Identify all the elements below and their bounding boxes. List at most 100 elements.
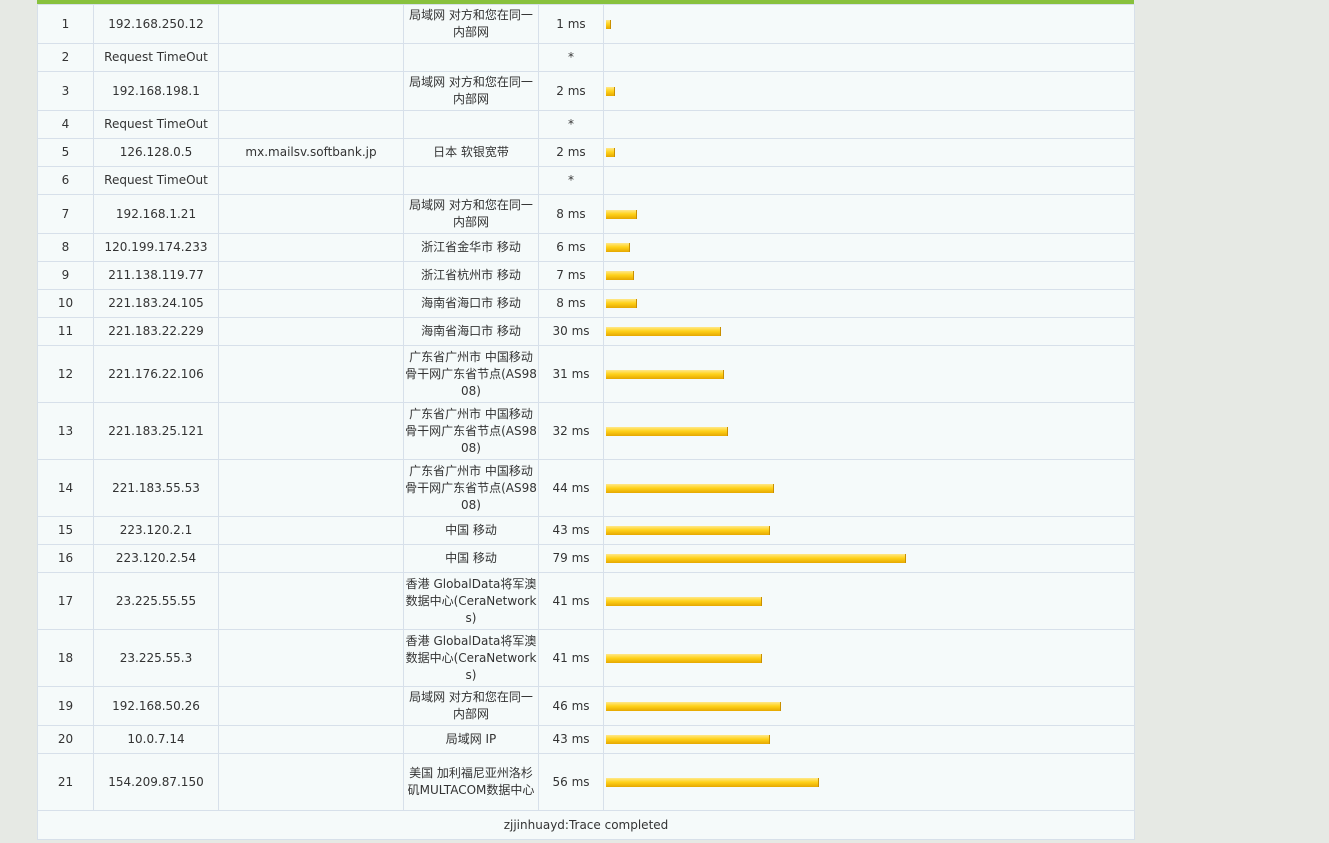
hop-location: 海南省海口市 移动 [403, 317, 539, 346]
latency-bar [606, 86, 615, 96]
hop-latency-bar-cell [603, 345, 1135, 403]
hop-time: 8 ms [538, 289, 604, 318]
hop-location: 浙江省杭州市 移动 [403, 261, 539, 290]
hop-ip: 223.120.2.1 [93, 516, 219, 545]
hop-location: 中国 移动 [403, 516, 539, 545]
trace-table: 1 192.168.250.12 局域网 对方和您在同一内部网 1 ms 2 Reques… [37, 4, 1135, 840]
hop-number: 1 [37, 4, 94, 44]
hop-location: 局域网 对方和您在同一内部网 [403, 71, 539, 111]
hop-number: 18 [37, 629, 94, 687]
hop-hostname [218, 71, 404, 111]
hop-hostname [218, 686, 404, 726]
hop-ip: 211.138.119.77 [93, 261, 219, 290]
hop-location: 广东省广州市 中国移动骨干网广东省节点(AS9808) [403, 345, 539, 403]
hop-latency-bar-cell [603, 261, 1135, 290]
latency-bar [606, 148, 615, 157]
hop-number: 6 [37, 166, 94, 195]
latency-bar [606, 526, 770, 535]
hop-latency-bar-cell [603, 138, 1135, 167]
hop-row: 13 221.183.25.121 广东省广州市 中国移动骨干网广东省节点(AS98… [37, 402, 1135, 460]
hop-row: 6 Request TimeOut * [37, 166, 1135, 195]
hop-latency-bar-cell [603, 402, 1135, 460]
hop-row: 12 221.176.22.106 广东省广州市 中国移动骨干网广东省节点(AS98… [37, 345, 1135, 403]
hop-time: 7 ms [538, 261, 604, 290]
latency-bar [606, 209, 637, 219]
hop-hostname [218, 402, 404, 460]
trace-footer-row: zjjinhuayd:Trace completed [37, 810, 1135, 840]
hop-ip: 23.225.55.55 [93, 572, 219, 630]
latency-bar [606, 327, 721, 336]
hop-row: 21 154.209.87.150 美国 加利福尼亚州洛杉矶MULTACOM数据中心… [37, 753, 1135, 811]
hop-ip: 221.183.55.53 [93, 459, 219, 517]
hop-ip: 221.176.22.106 [93, 345, 219, 403]
hop-number: 19 [37, 686, 94, 726]
latency-bar [606, 243, 630, 252]
hop-hostname: mx.mailsv.softbank.jp [218, 138, 404, 167]
hop-row: 3 192.168.198.1 局域网 对方和您在同一内部网 2 ms [37, 71, 1135, 111]
hop-location: 局域网 对方和您在同一内部网 [403, 4, 539, 44]
latency-bar [606, 554, 906, 563]
latency-bar [606, 653, 762, 663]
hop-hostname [218, 459, 404, 517]
hop-time: 31 ms [538, 345, 604, 403]
hop-number: 17 [37, 572, 94, 630]
hop-number: 16 [37, 544, 94, 573]
hop-hostname [218, 629, 404, 687]
hop-ip: 126.128.0.5 [93, 138, 219, 167]
hop-time: 2 ms [538, 71, 604, 111]
hop-row: 16 223.120.2.54 中国 移动 79 ms [37, 544, 1135, 573]
hop-time: 44 ms [538, 459, 604, 517]
hop-time: 6 ms [538, 233, 604, 262]
hop-latency-bar-cell [603, 71, 1135, 111]
hop-row: 10 221.183.24.105 海南省海口市 移动 8 ms [37, 289, 1135, 318]
hop-latency-bar-cell [603, 516, 1135, 545]
hop-ip: Request TimeOut [93, 110, 219, 139]
hop-ip: 10.0.7.14 [93, 725, 219, 754]
hop-hostname [218, 261, 404, 290]
hop-latency-bar-cell [603, 572, 1135, 630]
hop-row: 17 23.225.55.55 香港 GlobalData将军澳数据中心(CeraN… [37, 572, 1135, 630]
hop-hostname [218, 194, 404, 234]
hop-number: 9 [37, 261, 94, 290]
hop-row: 14 221.183.55.53 广东省广州市 中国移动骨干网广东省节点(AS980… [37, 459, 1135, 517]
hop-hostname [218, 233, 404, 262]
hop-row: 20 10.0.7.14 局域网 IP 43 ms [37, 725, 1135, 754]
hop-location: 浙江省金华市 移动 [403, 233, 539, 262]
hop-time: * [538, 166, 604, 195]
hop-latency-bar-cell [603, 166, 1135, 195]
latency-bar [606, 426, 728, 436]
hop-hostname [218, 725, 404, 754]
hop-time: 43 ms [538, 516, 604, 545]
hop-latency-bar-cell [603, 459, 1135, 517]
hop-ip: 221.183.25.121 [93, 402, 219, 460]
hop-hostname [218, 4, 404, 44]
hop-latency-bar-cell [603, 629, 1135, 687]
hop-number: 12 [37, 345, 94, 403]
hop-row: 11 221.183.22.229 海南省海口市 移动 30 ms [37, 317, 1135, 346]
latency-bar [606, 19, 611, 29]
latency-bar [606, 483, 774, 493]
hop-ip: 223.120.2.54 [93, 544, 219, 573]
hop-location: 中国 移动 [403, 544, 539, 573]
hop-location: 香港 GlobalData将军澳数据中心(CeraNetworks) [403, 629, 539, 687]
hop-location: 日本 软银宽带 [403, 138, 539, 167]
hop-time: * [538, 110, 604, 139]
latency-bar [606, 596, 762, 606]
latency-bar [606, 369, 724, 379]
hop-number: 3 [37, 71, 94, 111]
hop-latency-bar-cell [603, 233, 1135, 262]
trace-result-panel: 1 192.168.250.12 局域网 对方和您在同一内部网 1 ms 2 Reques… [37, 0, 1135, 840]
latency-bar [606, 299, 637, 308]
hop-hostname [218, 43, 404, 72]
hop-latency-bar-cell [603, 544, 1135, 573]
hop-number: 7 [37, 194, 94, 234]
hop-number: 15 [37, 516, 94, 545]
hop-ip: Request TimeOut [93, 166, 219, 195]
hop-row: 8 120.199.174.233 浙江省金华市 移动 6 ms [37, 233, 1135, 262]
hop-time: 1 ms [538, 4, 604, 44]
hop-location: 局域网 对方和您在同一内部网 [403, 194, 539, 234]
hop-hostname [218, 572, 404, 630]
hop-latency-bar-cell [603, 753, 1135, 811]
latency-bar [606, 701, 781, 711]
hop-ip: 221.183.22.229 [93, 317, 219, 346]
